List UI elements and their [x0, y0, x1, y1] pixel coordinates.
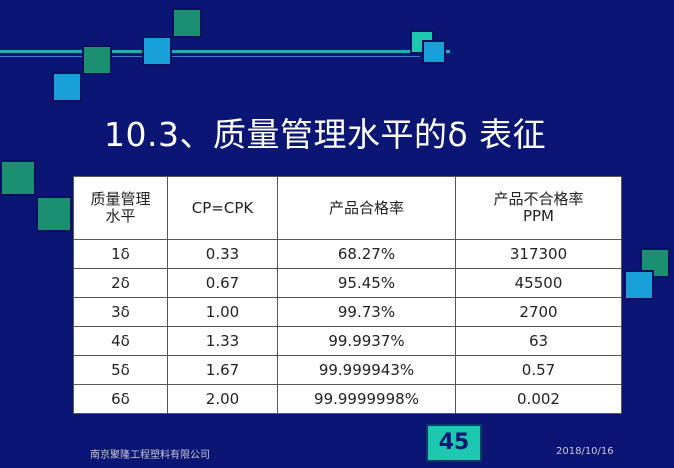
header-defect-ppm-line2: PPM	[522, 207, 555, 225]
cell-ppm: 63	[455, 326, 622, 356]
table-header-row: 质量管理 水平 CP=CPK 产品合格率 产品不合格率 PPM	[73, 176, 622, 240]
header-cp-cpk: CP=CPK	[167, 176, 278, 240]
decor-square	[142, 36, 172, 66]
table-row: 3δ 1.00 99.73% 2700	[73, 297, 622, 327]
cell-pass-rate: 99.73%	[277, 297, 456, 327]
footer-date: 2018/10/16	[556, 446, 614, 457]
table-row: 2δ 0.67 95.45% 45500	[73, 268, 622, 298]
decor-square	[52, 72, 82, 102]
cell-level: 3δ	[73, 297, 168, 327]
decor-square	[624, 270, 654, 300]
cell-ppm: 317300	[455, 239, 622, 269]
cell-pass-rate: 68.27%	[277, 239, 456, 269]
cell-level: 4δ	[73, 326, 168, 356]
header-quality-level-line1: 质量管理	[90, 190, 151, 208]
decor-line-top-2	[0, 56, 420, 57]
header-quality-level-line2: 水平	[105, 207, 136, 225]
cell-cpk: 1.00	[167, 297, 278, 327]
cell-level: 5δ	[73, 355, 168, 385]
cell-ppm: 0.57	[455, 355, 622, 385]
page-number-badge: 45	[426, 424, 482, 462]
cell-cpk: 1.67	[167, 355, 278, 385]
cell-ppm: 45500	[455, 268, 622, 298]
table-row: 5δ 1.67 99.999943% 0.57	[73, 355, 622, 385]
cell-pass-rate: 99.9937%	[277, 326, 456, 356]
header-quality-level: 质量管理 水平	[73, 176, 168, 240]
cell-pass-rate: 99.999943%	[277, 355, 456, 385]
cell-cpk: 1.33	[167, 326, 278, 356]
cell-level: 6δ	[73, 384, 168, 414]
footer-company-name: 南京聚隆工程塑料有限公司	[90, 450, 210, 461]
cell-cpk: 0.67	[167, 268, 278, 298]
cell-level: 2δ	[73, 268, 168, 298]
decor-square	[82, 45, 112, 75]
header-pass-rate: 产品合格率	[277, 176, 456, 240]
cell-cpk: 0.33	[167, 239, 278, 269]
cell-level: 1δ	[73, 239, 168, 269]
cell-ppm: 0.002	[455, 384, 622, 414]
decor-square	[172, 8, 202, 38]
decor-square	[0, 160, 36, 196]
cell-pass-rate: 95.45%	[277, 268, 456, 298]
header-defect-ppm-line1: 产品不合格率	[493, 190, 584, 208]
decor-square	[422, 40, 446, 64]
sigma-level-table: 质量管理 水平 CP=CPK 产品合格率 产品不合格率 PPM 1δ 0.33 68…	[73, 176, 622, 414]
cell-pass-rate: 99.9999998%	[277, 384, 456, 414]
table-row: 1δ 0.33 68.27% 317300	[73, 239, 622, 269]
cell-cpk: 2.00	[167, 384, 278, 414]
decor-line-top	[0, 50, 450, 53]
decor-square	[36, 196, 72, 232]
table-row: 6δ 2.00 99.9999998% 0.002	[73, 384, 622, 414]
header-defect-ppm: 产品不合格率 PPM	[455, 176, 622, 240]
table-row: 4δ 1.33 99.9937% 63	[73, 326, 622, 356]
cell-ppm: 2700	[455, 297, 622, 327]
slide-title: 10.3、质量管理水平的δ 表征	[104, 115, 547, 154]
